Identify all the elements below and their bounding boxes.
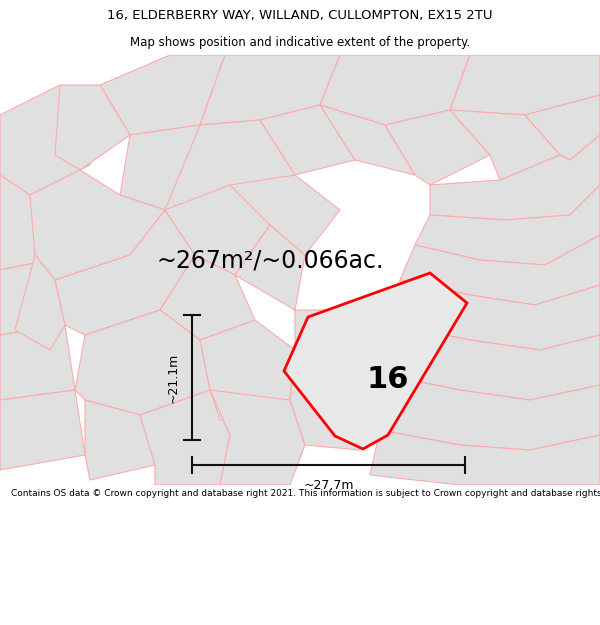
Text: 16: 16 (367, 364, 409, 394)
Polygon shape (295, 310, 370, 395)
Polygon shape (15, 255, 65, 350)
Polygon shape (290, 350, 365, 450)
Polygon shape (430, 135, 600, 220)
Polygon shape (0, 390, 85, 470)
Polygon shape (75, 310, 210, 415)
Text: 16, ELDERBERRY WAY, WILLAND, CULLOMPTON, EX15 2TU: 16, ELDERBERRY WAY, WILLAND, CULLOMPTON,… (107, 9, 493, 22)
Text: Contains OS data © Crown copyright and database right 2021. This information is : Contains OS data © Crown copyright and d… (11, 489, 600, 498)
Polygon shape (200, 55, 340, 125)
Polygon shape (415, 185, 600, 265)
Polygon shape (100, 55, 225, 135)
Polygon shape (525, 95, 600, 160)
Text: ~21.1m: ~21.1m (167, 352, 180, 402)
Text: Map shows position and indicative extent of the property.: Map shows position and indicative extent… (130, 36, 470, 49)
Polygon shape (450, 110, 560, 180)
Text: ~27.7m: ~27.7m (303, 479, 354, 492)
Polygon shape (140, 390, 230, 485)
Polygon shape (320, 55, 470, 125)
Polygon shape (450, 55, 600, 115)
Polygon shape (0, 325, 75, 400)
Polygon shape (370, 430, 600, 485)
Polygon shape (160, 255, 255, 340)
Polygon shape (385, 110, 490, 185)
Polygon shape (380, 375, 600, 450)
Polygon shape (0, 85, 90, 195)
Polygon shape (395, 280, 600, 350)
Text: ~267m²/~0.066ac.: ~267m²/~0.066ac. (157, 248, 383, 272)
Polygon shape (400, 235, 600, 305)
Polygon shape (235, 225, 305, 310)
Polygon shape (385, 325, 600, 400)
Polygon shape (284, 273, 467, 449)
Polygon shape (30, 170, 165, 280)
Polygon shape (260, 105, 355, 175)
Polygon shape (0, 260, 65, 335)
Polygon shape (0, 175, 50, 270)
Polygon shape (210, 390, 305, 485)
Polygon shape (55, 210, 195, 335)
Polygon shape (165, 120, 295, 210)
Polygon shape (85, 400, 155, 480)
Polygon shape (55, 85, 130, 170)
Polygon shape (200, 320, 295, 420)
Polygon shape (320, 105, 415, 175)
Polygon shape (165, 185, 270, 275)
Polygon shape (230, 175, 340, 255)
Polygon shape (120, 125, 230, 210)
